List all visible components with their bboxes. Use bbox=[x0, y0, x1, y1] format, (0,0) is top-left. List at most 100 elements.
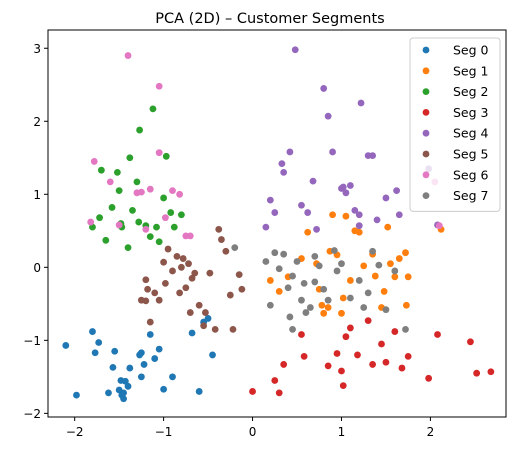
data-point bbox=[211, 325, 219, 333]
data-point bbox=[120, 389, 127, 397]
data-point bbox=[146, 185, 154, 193]
data-point bbox=[109, 363, 117, 371]
data-point bbox=[133, 178, 141, 186]
x-tick-label: 0 bbox=[249, 425, 257, 439]
data-point bbox=[339, 294, 347, 302]
data-point bbox=[311, 252, 319, 260]
data-point bbox=[333, 267, 341, 275]
data-point bbox=[96, 214, 103, 222]
data-point bbox=[162, 152, 170, 160]
data-point bbox=[262, 223, 270, 231]
data-point bbox=[144, 285, 152, 293]
data-point bbox=[169, 267, 176, 275]
data-point bbox=[382, 358, 390, 366]
data-point bbox=[346, 324, 354, 332]
data-point bbox=[155, 82, 163, 90]
data-point bbox=[375, 261, 383, 269]
data-point bbox=[391, 328, 399, 335]
data-point bbox=[395, 211, 403, 219]
series-seg-1 bbox=[266, 211, 445, 317]
legend-marker bbox=[422, 129, 430, 137]
x-tick-label: −1 bbox=[155, 425, 173, 439]
data-point bbox=[338, 367, 345, 375]
data-point bbox=[266, 196, 274, 204]
data-point bbox=[280, 250, 288, 258]
data-point bbox=[186, 232, 194, 240]
data-point bbox=[182, 284, 190, 292]
data-point bbox=[280, 361, 288, 368]
data-point bbox=[395, 255, 403, 262]
data-point bbox=[195, 388, 203, 395]
data-point bbox=[169, 373, 176, 381]
data-point bbox=[155, 345, 163, 353]
data-point bbox=[289, 272, 296, 280]
data-point bbox=[188, 274, 196, 282]
legend: Seg 0 Seg 1 Seg 2 Seg 3 Seg 4 Seg 5 Seg 6 Seg 7 bbox=[409, 37, 501, 212]
data-point bbox=[129, 206, 136, 214]
data-point bbox=[266, 301, 274, 309]
data-point bbox=[354, 351, 361, 359]
legend-label: Seg 3 bbox=[453, 105, 489, 120]
legend-marker bbox=[422, 46, 430, 54]
data-point bbox=[200, 322, 208, 330]
data-point bbox=[151, 355, 159, 362]
data-point bbox=[271, 209, 279, 216]
data-point bbox=[333, 350, 341, 357]
legend-label: Seg 2 bbox=[453, 84, 489, 99]
data-point bbox=[371, 272, 379, 280]
data-point bbox=[124, 382, 132, 390]
data-point bbox=[313, 225, 320, 233]
data-point bbox=[298, 201, 305, 209]
data-point bbox=[136, 126, 144, 134]
legend-label: Seg 4 bbox=[453, 126, 489, 141]
data-point bbox=[304, 209, 312, 216]
data-point bbox=[369, 361, 376, 368]
data-point bbox=[289, 325, 296, 333]
data-point bbox=[229, 325, 237, 333]
data-point bbox=[286, 148, 294, 156]
data-point bbox=[115, 221, 123, 229]
data-point bbox=[487, 368, 495, 376]
data-point bbox=[113, 168, 121, 176]
data-point bbox=[120, 395, 127, 403]
data-point bbox=[238, 285, 246, 293]
data-point bbox=[320, 285, 328, 293]
data-point bbox=[342, 333, 350, 341]
series-seg-0 bbox=[62, 315, 216, 403]
data-point bbox=[378, 340, 385, 348]
data-point bbox=[391, 273, 399, 281]
data-point bbox=[271, 249, 279, 257]
legend-box bbox=[409, 37, 501, 212]
data-point bbox=[434, 331, 441, 338]
data-point bbox=[284, 284, 292, 292]
legend-marker bbox=[422, 67, 430, 75]
data-point bbox=[309, 177, 317, 185]
data-point bbox=[364, 289, 372, 297]
legend-marker bbox=[422, 150, 430, 158]
data-point bbox=[160, 385, 168, 393]
data-point bbox=[300, 352, 308, 360]
data-point bbox=[275, 265, 283, 273]
data-point bbox=[398, 364, 406, 372]
y-tick-label: −1 bbox=[23, 334, 41, 348]
y-tick-label: 1 bbox=[33, 188, 41, 202]
data-point bbox=[384, 223, 392, 231]
data-point bbox=[404, 352, 412, 360]
data-point bbox=[311, 278, 319, 286]
data-point bbox=[191, 269, 199, 277]
data-point bbox=[324, 296, 332, 304]
data-point bbox=[304, 228, 312, 236]
data-point bbox=[161, 214, 169, 222]
data-point bbox=[137, 188, 145, 196]
data-point bbox=[226, 291, 234, 299]
data-point bbox=[280, 168, 288, 176]
data-point bbox=[108, 204, 116, 211]
data-point bbox=[360, 304, 368, 311]
data-point bbox=[124, 244, 132, 252]
data-point bbox=[204, 315, 212, 322]
data-point bbox=[178, 211, 185, 219]
data-point bbox=[393, 187, 401, 195]
data-point bbox=[318, 301, 326, 309]
data-point bbox=[137, 373, 145, 381]
